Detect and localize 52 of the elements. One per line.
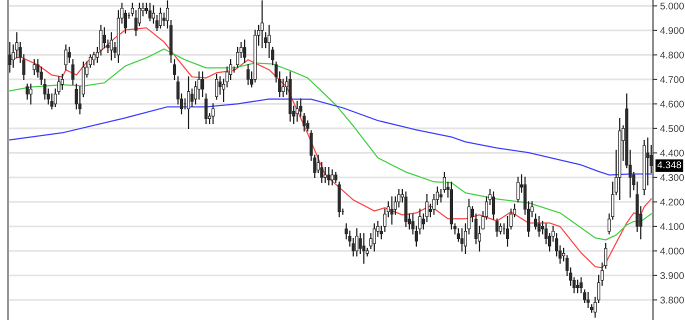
y-tick-label: 4.400 (660, 150, 684, 157)
candlestick (64, 44, 68, 70)
y-tick-label: 4.300 (660, 174, 684, 182)
y-tick-label: 4.900 (660, 27, 684, 34)
candlestick (334, 172, 338, 183)
y-tick-label: 4.500 (660, 125, 684, 132)
y-tick-label: 4.800 (660, 52, 684, 59)
candlestick (71, 59, 74, 85)
candlestick (362, 233, 366, 264)
candlestick (246, 64, 250, 85)
candlestick (282, 78, 285, 98)
candlestick (158, 8, 162, 29)
candlestick (372, 223, 376, 252)
candlestick (330, 169, 334, 186)
candlestick (586, 292, 590, 308)
candlestick (200, 71, 204, 98)
candlestick (355, 228, 358, 256)
y-tick-label: 4.100 (660, 223, 684, 230)
candlestick (243, 40, 246, 63)
candlestick (268, 24, 271, 58)
candlestick (68, 46, 71, 63)
candlestick (492, 191, 496, 220)
candlestick (576, 280, 580, 294)
candlestick (498, 223, 502, 234)
candlestick (537, 216, 541, 237)
candlestick (110, 32, 113, 60)
line-series (9, 48, 652, 240)
candlestick (260, 0, 264, 48)
text: 4.348 (657, 161, 682, 168)
candlestick (516, 176, 520, 203)
candlestick (327, 166, 330, 186)
y-tick-label: 3.800 (660, 296, 684, 304)
candlestick (495, 218, 499, 237)
candlestick (214, 74, 218, 100)
candlestick (29, 84, 32, 105)
y-tick-label: 3.900 (660, 272, 684, 280)
candlestick (148, 2, 152, 22)
candlestick (324, 166, 327, 183)
y-tick-label: 5.000 (660, 2, 684, 10)
candlestick (460, 228, 464, 252)
candlestick (186, 76, 190, 130)
candlestick (390, 196, 394, 225)
candlestick (211, 103, 215, 124)
y-tick-label: 4.700 (660, 76, 684, 84)
candlestick (172, 59, 176, 80)
candlestick (8, 42, 12, 73)
candlestick (296, 100, 299, 122)
y-tick-label: 4.600 (660, 100, 684, 108)
y-tick-label: 4.200 (660, 198, 684, 206)
y-tick-label: 4.000 (660, 248, 684, 255)
candlestick (204, 93, 208, 124)
candlestick (32, 59, 36, 76)
